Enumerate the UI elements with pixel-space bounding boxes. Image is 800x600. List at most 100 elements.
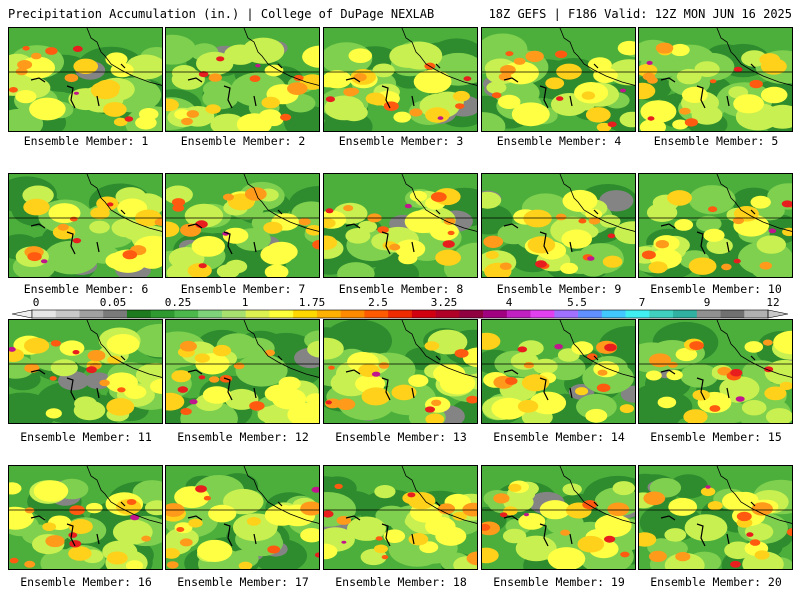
colorbar-segment xyxy=(601,310,626,318)
colorbar-segment xyxy=(435,310,460,318)
ensemble-member-map xyxy=(481,465,636,570)
coastline xyxy=(559,466,635,524)
colorbar-tick-label: 0.05 xyxy=(100,296,127,309)
colorbar-segment xyxy=(554,310,579,318)
ensemble-member-label: Ensemble Member: 15 xyxy=(650,430,782,444)
lake-features xyxy=(503,501,599,547)
coastline xyxy=(243,28,319,86)
lake-features xyxy=(660,63,756,109)
ensemble-member-map xyxy=(165,465,320,570)
ensemble-member-label: Ensemble Member: 12 xyxy=(177,430,309,444)
precip-field xyxy=(166,466,319,569)
coastline xyxy=(86,466,162,524)
coastline xyxy=(243,466,319,524)
ensemble-member-map xyxy=(481,173,636,278)
ensemble-member-map xyxy=(8,319,163,424)
precip-field xyxy=(166,28,319,131)
lake-features xyxy=(30,501,126,547)
colorbar-segment xyxy=(388,310,413,318)
coastline xyxy=(401,174,477,232)
chart-title: Precipitation Accumulation (in.) | Colle… xyxy=(8,7,435,21)
precip-field xyxy=(482,28,635,131)
colorbar-tick-label: 9 xyxy=(704,296,711,309)
ensemble-member-label: Ensemble Member: 17 xyxy=(177,575,309,589)
colorbar-arrow-left xyxy=(11,309,33,319)
ensemble-member-label: Ensemble Member: 5 xyxy=(653,134,779,148)
colorbar-tick-label: 7 xyxy=(639,296,646,309)
colorbar-tick-label: 2.5 xyxy=(368,296,388,309)
lake-features xyxy=(187,501,283,547)
colorbar-segment xyxy=(578,310,603,318)
colorbar-tick-label: 4 xyxy=(506,296,513,309)
colorbar-tick-label: 1 xyxy=(242,296,249,309)
precip-field xyxy=(9,320,162,423)
ensemble-member-map xyxy=(165,173,320,278)
colorbar-tick-label: 1.75 xyxy=(299,296,326,309)
ensemble-member-map xyxy=(638,173,793,278)
lake-features xyxy=(30,63,126,109)
colorbar-segment xyxy=(744,310,769,318)
colorbar-segment xyxy=(720,310,745,318)
colorbar-segment xyxy=(245,310,270,318)
ensemble-member-label: Ensemble Member: 10 xyxy=(650,282,782,296)
ensemble-member-map xyxy=(638,319,793,424)
ensemble-member-label: Ensemble Member: 9 xyxy=(496,282,622,296)
ensemble-member-label: Ensemble Member: 1 xyxy=(23,134,149,148)
colorbar-segment xyxy=(483,310,508,318)
colorbar-segment xyxy=(673,310,698,318)
colorbar-segment xyxy=(506,310,531,318)
precip-field xyxy=(482,320,635,423)
precip-field xyxy=(639,174,792,277)
lake-features xyxy=(345,501,441,547)
colorbar-segment xyxy=(198,310,223,318)
colorbar-segment xyxy=(150,310,175,318)
colorbar-segment xyxy=(79,310,104,318)
lake-features xyxy=(345,63,441,109)
precip-field xyxy=(166,320,319,423)
lake-features xyxy=(30,355,126,401)
precip-field xyxy=(639,320,792,423)
ensemble-member-label: Ensemble Member: 16 xyxy=(20,575,152,589)
colorbar-segment xyxy=(126,310,152,318)
coastline xyxy=(86,174,162,232)
ensemble-member-label: Ensemble Member: 19 xyxy=(493,575,625,589)
precip-field xyxy=(639,28,792,131)
coastline xyxy=(716,28,792,86)
colorbar-segment xyxy=(340,310,365,318)
precip-field xyxy=(482,466,635,569)
coastline xyxy=(401,466,477,524)
colorbar-segment xyxy=(649,310,674,318)
lake-features xyxy=(187,209,283,255)
colorbar-tick-label: 3.25 xyxy=(431,296,458,309)
model-valid-time: 18Z GEFS | F186 Valid: 12Z MON JUN 16 20… xyxy=(488,7,792,21)
lake-features xyxy=(345,209,441,255)
colorbar-segment xyxy=(55,310,80,318)
colorbar-tick-label: 5.5 xyxy=(567,296,587,309)
precipitation-colorbar: 0 0.05 0.25 1 1.75 2.5 3.25 4 5.5 7 9 12 xyxy=(11,296,789,319)
precip-field xyxy=(324,28,477,131)
precip-field xyxy=(639,466,792,569)
ensemble-member-map xyxy=(481,27,636,132)
ensemble-member-map xyxy=(638,27,793,132)
lake-features xyxy=(187,355,283,401)
coastline xyxy=(243,174,319,232)
precip-field xyxy=(9,174,162,277)
ensemble-member-map xyxy=(8,27,163,132)
coastline xyxy=(401,28,477,86)
ensemble-member-label: Ensemble Member: 3 xyxy=(338,134,464,148)
precip-field xyxy=(166,174,319,277)
lake-features xyxy=(660,209,756,255)
lake-features xyxy=(30,209,126,255)
colorbar-segment xyxy=(459,310,484,318)
ensemble-member-label: Ensemble Member: 20 xyxy=(650,575,782,589)
ensemble-member-label: Ensemble Member: 11 xyxy=(20,430,152,444)
coastline xyxy=(243,320,319,378)
coastline xyxy=(86,320,162,378)
ensemble-member-label: Ensemble Member: 18 xyxy=(335,575,467,589)
coastline xyxy=(716,466,792,524)
colorbar-segment xyxy=(103,310,128,318)
precip-field xyxy=(324,174,477,277)
colorbar-arrow-right xyxy=(767,309,789,319)
ensemble-member-map xyxy=(323,465,478,570)
coastline xyxy=(716,174,792,232)
